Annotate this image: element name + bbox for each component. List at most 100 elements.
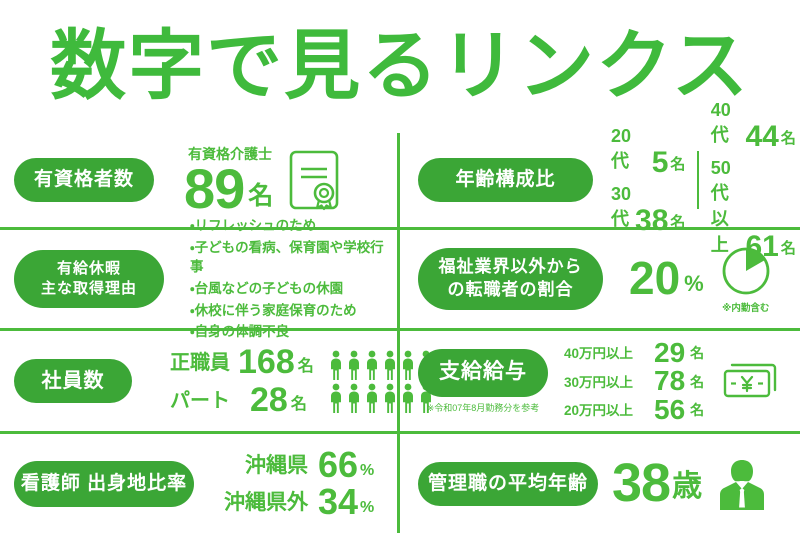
list-item: ・自身の体調不良: [190, 324, 290, 340]
career-change-chart: ※内勤含む: [720, 245, 772, 314]
salary-band-label: 20万円以上: [564, 402, 634, 418]
employee-type-unit: 名: [297, 358, 314, 375]
age-ratio-label-text: 年齢構成比: [455, 169, 556, 191]
employee-count-row: パート 28 名: [156, 381, 314, 420]
employee-type-unit: 名: [290, 396, 307, 413]
grid-horizontal-divider: [0, 431, 397, 434]
list-item: ・台風などの子どもの休園: [190, 281, 344, 296]
salary-row: 20万円以上 56 名: [564, 393, 705, 425]
banknote-icon: [720, 357, 782, 405]
grid-horizontal-divider: [400, 431, 800, 434]
nurse-origin-unit: %: [360, 498, 375, 516]
cell-manager-age: 管理職の平均年齢 38 歳: [400, 434, 800, 533]
person-icon: [328, 350, 344, 380]
age-bracket-unit: 名: [670, 214, 686, 231]
salary-band-value: 56: [654, 393, 686, 425]
grid-horizontal-divider: [0, 328, 397, 331]
career-change-unit: %: [684, 270, 704, 296]
age-bracket-value: 44: [745, 120, 779, 153]
stats-grid: 有資格者数 有資格介護士 89 名: [0, 100, 800, 533]
certificate-icon: [287, 149, 341, 211]
age-ratio-row: 40代 44 名: [710, 100, 796, 153]
age-bracket-unit: 名: [780, 240, 796, 257]
age-bracket-label: 40代: [710, 100, 731, 145]
age-bracket-unit: 名: [780, 130, 796, 147]
nurse-origin-row: 沖縄県 66 %: [224, 444, 374, 486]
list-item: ・リフレッシュのため: [190, 218, 317, 234]
salary-rows: 40万円以上 29 名 30万円以上 78 名 20万円以上 56 名: [564, 339, 705, 425]
people-icon-row: [328, 350, 434, 380]
career-change-label-line1: 福祉業界以外から: [438, 257, 583, 277]
nurse-origin-label: 看護師 出身地比率: [14, 460, 194, 507]
salary-label-block: 支給給与 ※令和07年8月勤務分を参考: [418, 348, 548, 414]
employee-type-label: 正職員: [170, 352, 230, 374]
age-bracket-label: 20代: [611, 126, 632, 171]
page-title-bar: 数字で見るリンクス: [0, 0, 800, 133]
person-icon: [382, 383, 398, 413]
nurse-origin-label-text: 看護師 出身地比率: [20, 472, 188, 494]
paid-leave-label: 有給休暇 主な取得理由: [14, 250, 164, 308]
manager-age-label: 管理職の平均年齢: [418, 461, 598, 506]
age-bracket-value: 38: [635, 204, 669, 237]
grid-vertical-divider: [397, 133, 400, 533]
salary-band-label: 40万円以上: [564, 346, 634, 362]
career-change-label-line2: の転職者の割合: [447, 280, 574, 299]
list-item: ・休校に伴う家庭保育のため: [190, 302, 357, 318]
person-icon: [364, 383, 380, 413]
nurse-origin-region: 沖縄県: [245, 453, 308, 477]
employee-type-value: 168: [238, 343, 295, 382]
career-change-value: 20: [629, 252, 681, 305]
qualified-staff-body: 有資格介護士 89 名: [184, 144, 341, 221]
businessman-icon: [716, 456, 768, 512]
salary-body: 40万円以上 29 名 30万円以上 78 名 20万円以上 56 名: [564, 339, 782, 425]
salary-label: 支給給与: [418, 348, 548, 397]
age-bracket-label: 50代以上: [710, 158, 731, 255]
employee-type-value: 28: [250, 381, 288, 420]
grid-horizontal-divider: [0, 227, 397, 230]
age-bracket-label: 30代: [611, 184, 632, 229]
cell-employee-count: 社員数 正職員 168 名 パート 28 名: [0, 331, 431, 431]
employee-count-row: 正職員 168 名: [156, 343, 314, 382]
manager-age-figure: 38 歳: [612, 453, 703, 514]
person-icon: [346, 350, 362, 380]
career-change-figure: 20 %: [629, 252, 704, 305]
employee-type-label: パート: [170, 390, 230, 412]
salary-note: ※令和07年8月勤務分を参考: [426, 402, 540, 413]
grid-horizontal-divider: [400, 227, 800, 230]
nurse-origin-body: 沖縄県 66 % 沖縄県外 34 %: [224, 444, 375, 519]
age-ratio-row: 30代 38 名: [611, 184, 686, 237]
cell-age-ratio: 年齢構成比 20代 5 名 30代 38 名: [400, 100, 800, 262]
salary-row: 40万円以上 29 名: [564, 339, 705, 367]
age-ratio-row: 20代 5 名: [611, 126, 686, 178]
person-icon: [382, 350, 398, 380]
cell-salary: 支給給与 ※令和07年8月勤務分を参考 40万円以上 29 名 30万円以上 7…: [400, 331, 800, 431]
cell-career-change-ratio: 福祉業界以外から の転職者の割合 20 % ※内勤含む: [400, 230, 800, 328]
manager-age-value: 38: [612, 453, 671, 514]
qualified-staff-figure: 有資格介護士 89 名: [184, 144, 273, 221]
cell-qualified-staff: 有資格者数 有資格介護士 89 名: [0, 133, 397, 227]
salary-band-unit: 名: [690, 401, 705, 418]
person-icon: [400, 350, 416, 380]
salary-band-unit: 名: [690, 373, 705, 390]
people-icon-group: [328, 350, 434, 413]
manager-age-unit: 歳: [672, 469, 703, 503]
salary-band-label: 30万円以上: [564, 374, 634, 390]
grid-horizontal-divider: [400, 328, 800, 331]
person-icon: [400, 383, 416, 413]
career-change-body: 20 % ※内勤含む: [629, 245, 772, 314]
qualified-staff-value: 89: [184, 157, 245, 221]
nurse-origin-value: 66: [318, 444, 359, 486]
list-item: ・子どもの看病、保育園や学校行事: [190, 239, 384, 275]
salary-band-unit: 名: [690, 345, 705, 362]
career-change-note: ※内勤含む: [722, 302, 770, 314]
nurse-origin-region: 沖縄県外: [224, 490, 308, 514]
salary-band-value: 78: [654, 365, 686, 397]
age-bracket-unit: 名: [670, 156, 686, 173]
person-icon: [364, 350, 380, 380]
qualified-staff-caption: 有資格介護士: [188, 146, 272, 163]
career-change-label: 福祉業界以外から の転職者の割合: [418, 248, 603, 310]
employee-count-label-text: 社員数: [41, 369, 105, 392]
paid-leave-label-line1: 有給休暇: [56, 259, 121, 277]
age-ratio-divider: [697, 151, 699, 209]
